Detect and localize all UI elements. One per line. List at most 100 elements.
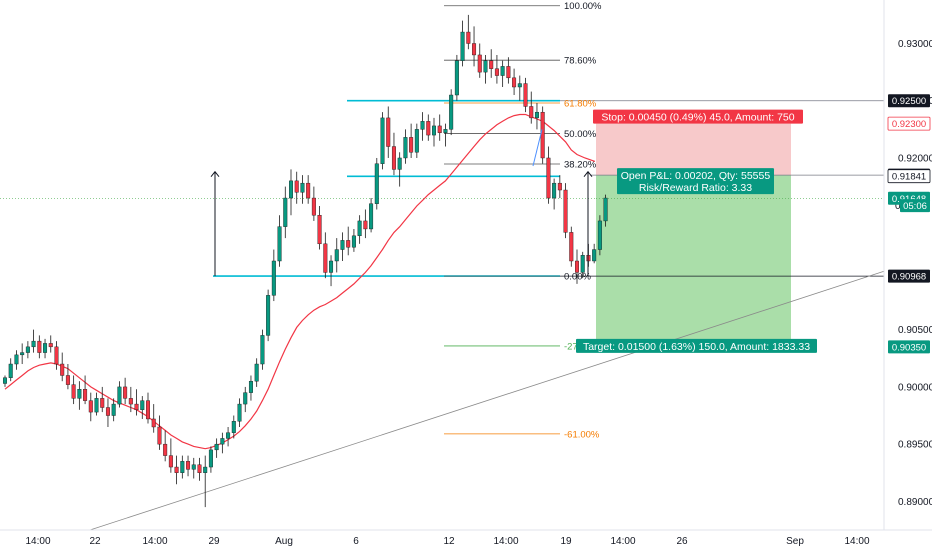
fib-level-label: 78.60% — [564, 56, 597, 67]
candle-body — [111, 403, 116, 416]
time-tick-label: Aug — [275, 536, 293, 547]
candle-body — [483, 60, 488, 73]
candle-body — [191, 464, 196, 470]
candle-body — [71, 384, 76, 399]
candle-body — [266, 295, 271, 336]
candle-body — [374, 163, 379, 204]
pullback-arrow — [532, 129, 543, 167]
candle-body — [283, 197, 288, 227]
pnl-label-text: Risk/Reward Ratio: 3.33 — [639, 182, 752, 194]
price-label-box — [888, 340, 930, 354]
position-labels: Stop: 0.00450 (0.49%) 45.0, Amount: 750 O… — [576, 109, 817, 353]
candle-body — [466, 31, 471, 44]
fib-level-label: 100.00% — [564, 1, 602, 12]
candle-body — [391, 146, 396, 170]
candle-body — [563, 189, 568, 233]
candle-body — [123, 386, 128, 399]
candle-body — [477, 54, 482, 73]
candle-body — [3, 377, 7, 384]
target-label-box — [576, 338, 817, 353]
candle-body — [557, 182, 562, 191]
candle-body — [311, 197, 316, 216]
fib-level-label: 50.00% — [564, 129, 597, 140]
measure-arrowhead-up — [210, 170, 220, 178]
candle-body — [569, 232, 574, 262]
candle-body — [403, 137, 408, 159]
candle-body — [580, 255, 585, 273]
time-tick-label: 26 — [676, 536, 688, 547]
candle-body — [174, 466, 179, 473]
price-axis-labels: 0.925000.923000.918500.918410.9164805:06… — [887, 94, 931, 354]
candle-body — [575, 260, 580, 273]
candle-body — [351, 235, 356, 248]
candle-body — [208, 449, 213, 468]
candle-body — [220, 438, 225, 445]
pnl-label-box — [617, 168, 774, 195]
candle-body — [289, 180, 294, 199]
candle-body — [386, 117, 391, 147]
candle-body — [294, 180, 299, 193]
candle-body — [494, 68, 499, 76]
candle-body — [60, 363, 65, 376]
candle-body — [397, 157, 402, 170]
candle-body — [203, 466, 208, 473]
candle-body — [517, 83, 522, 88]
candle-body — [117, 386, 122, 405]
candle-body — [14, 354, 19, 365]
price-tick-label: 0.92000 — [898, 153, 932, 164]
price-label-text: 0.90350 — [892, 342, 926, 353]
price-label-text: 0.91841 — [892, 172, 926, 183]
candle-body — [100, 398, 105, 408]
candle-body — [134, 403, 139, 411]
candle-body — [88, 400, 93, 413]
candle-body — [168, 455, 173, 468]
candle-body — [260, 335, 265, 365]
candle-body — [414, 129, 419, 153]
candle-body — [254, 363, 259, 382]
candle-body — [231, 421, 236, 433]
candle-body — [300, 182, 305, 193]
candle-body — [277, 226, 282, 262]
fib-level-label: 61.80% — [564, 99, 597, 110]
fib-level-label: -61.00% — [564, 429, 600, 440]
price-label-box — [887, 116, 931, 131]
time-tick-label: 14:00 — [25, 536, 50, 547]
time-tick-label: 19 — [560, 536, 572, 547]
fib-level-label: 0.00% — [564, 272, 591, 283]
price-tick-label: 0.89000 — [898, 497, 932, 508]
price-label-box — [887, 169, 931, 184]
time-tick-label: 12 — [443, 536, 455, 547]
candle-body — [460, 31, 465, 61]
candle-body — [380, 117, 385, 164]
candle-body — [592, 249, 597, 262]
candle-body — [472, 43, 477, 56]
time-tick-label: Sep — [786, 536, 804, 547]
candle-body — [454, 60, 459, 96]
target-label-text: Target: 0.01500 (1.63%) 150.0, Amount: 1… — [583, 341, 810, 353]
candle-body — [226, 432, 231, 439]
candle-body — [357, 220, 362, 237]
candle-body — [43, 343, 48, 353]
candle-body — [128, 398, 133, 405]
candle-body — [77, 389, 82, 399]
candle-body — [534, 111, 539, 119]
candle-body — [597, 220, 602, 250]
candle-body — [523, 83, 528, 107]
position-zones — [596, 123, 791, 347]
candle-body — [163, 443, 168, 456]
candle-body — [37, 340, 42, 353]
candle-body — [145, 400, 150, 420]
time-tick-label: 14:00 — [610, 536, 635, 547]
time-tick-label: 22 — [89, 536, 101, 547]
target-zone — [596, 175, 791, 347]
candle-body — [323, 243, 328, 273]
time-tick-label: 14:00 — [142, 536, 167, 547]
candle-body — [48, 343, 53, 348]
price-label-box — [888, 269, 930, 283]
candle-body — [409, 137, 414, 153]
candle-body — [329, 260, 334, 273]
candle-body — [243, 392, 248, 405]
pnl-label-text: Open P&L: 0.00202, Qty: 55555 — [621, 170, 771, 182]
